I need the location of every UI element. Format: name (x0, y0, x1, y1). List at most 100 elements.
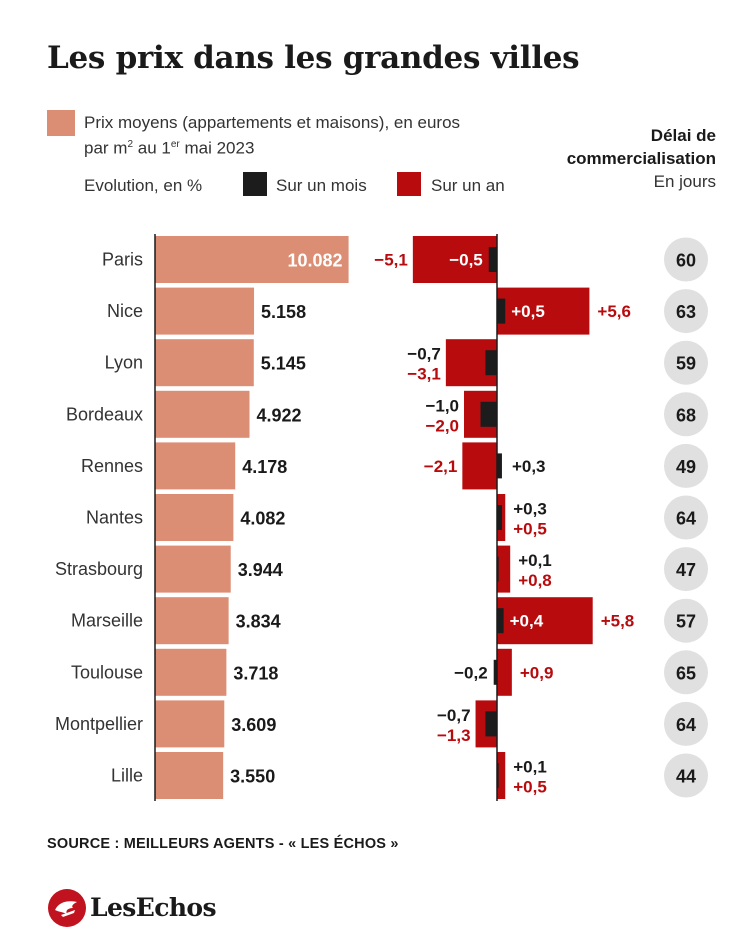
month-change-label: +0,1 (513, 758, 547, 777)
les-echos-logo-icon (48, 889, 86, 927)
delay-value-label: 65 (676, 663, 696, 683)
price-legend-line1: Prix moyens (appartements et maisons), e… (84, 113, 461, 132)
month-change-bar (497, 608, 504, 634)
price-legend-sup-er: er (170, 139, 180, 150)
year-change-label: +0,5 (513, 778, 547, 797)
price-legend-swatch (47, 110, 75, 136)
month-change-bar (497, 505, 502, 530)
price-bar (155, 700, 225, 748)
price-value-label: 5.145 (261, 354, 306, 374)
price-value-label: 3.944 (238, 560, 283, 580)
year-change-bar (412, 236, 497, 283)
price-value-label: 4.922 (257, 405, 302, 425)
year-change-bar (497, 648, 512, 696)
month-legend-swatch (243, 172, 267, 196)
month-change-bar (497, 453, 502, 479)
month-change-label: −0,7 (407, 345, 441, 364)
year-change-label: +5,6 (597, 302, 631, 321)
delay-circle (664, 547, 708, 592)
month-change-bar (480, 401, 497, 427)
delay-value-label: 68 (676, 405, 696, 425)
source-note: SOURCE : MEILLEURS AGENTS - « LES ÉCHOS … (47, 836, 399, 852)
price-bar (155, 287, 255, 335)
month-change-label: +0,1 (518, 551, 552, 570)
month-change-bar (497, 763, 499, 788)
year-change-label: −5,1 (374, 251, 408, 270)
delay-value-label: 44 (676, 767, 696, 787)
delay-circle (664, 392, 708, 437)
price-value-label: 3.834 (236, 612, 281, 632)
year-change-label: +5,8 (601, 612, 635, 631)
chart-title: Les prix dans les grandes villes (47, 40, 580, 76)
category-label: Rennes (81, 456, 143, 476)
price-bar (155, 339, 254, 387)
price-value-label: 4.082 (240, 509, 285, 529)
delay-value-label: 63 (676, 302, 696, 322)
logo-wordmark: LesEchos (90, 893, 217, 922)
year-change-label: +0,5 (513, 520, 547, 539)
month-change-label: +0,4 (510, 612, 544, 631)
price-value-label: 10.082 (288, 251, 343, 271)
price-legend-unit: par m (84, 138, 128, 158)
price-value-label: 3.550 (230, 767, 275, 787)
year-legend-label: Sur un an (431, 176, 505, 195)
price-value-label: 3.609 (231, 715, 276, 735)
delay-circle (664, 443, 708, 488)
price-legend-sup-2: 2 (127, 139, 134, 150)
month-change-label: −0,7 (437, 706, 471, 725)
delay-header: Délai de commercialisation En jours (567, 124, 716, 193)
delay-header-line3: En jours (653, 172, 716, 191)
delay-circle (664, 650, 708, 695)
price-bar (155, 236, 349, 283)
delay-value-label: 64 (676, 509, 696, 529)
year-change-label: +0,9 (520, 663, 554, 682)
month-change-bar (497, 556, 499, 582)
month-change-label: −1,0 (425, 396, 459, 415)
price-legend-date-b: mai 2023 (179, 138, 255, 158)
delay-value-label: 64 (676, 715, 696, 735)
delay-circle (664, 495, 708, 540)
price-bar (155, 648, 227, 696)
year-change-bar (462, 442, 497, 490)
delay-header-line2: commercialisation (566, 149, 716, 168)
year-change-label: +0,8 (518, 571, 552, 590)
delay-value-label: 59 (676, 354, 696, 374)
category-label: Montpellier (55, 714, 143, 734)
month-change-label: +0,5 (511, 302, 545, 321)
delay-circle (664, 237, 708, 282)
price-legend-text: Prix moyens (appartements et maisons), e… (84, 112, 460, 160)
category-label: Paris (102, 250, 143, 270)
category-label: Toulouse (71, 662, 143, 682)
category-label: Nice (107, 301, 143, 321)
delay-value-label: 57 (676, 612, 696, 632)
delay-circle (664, 340, 708, 385)
price-bar (155, 390, 250, 438)
price-bar (155, 597, 229, 645)
delay-circle (664, 701, 708, 746)
price-value-label: 3.718 (233, 663, 278, 683)
year-change-label: −2,0 (425, 416, 459, 435)
month-change-label: −0,5 (449, 251, 483, 270)
month-change-bar (485, 711, 497, 737)
month-change-label: −0,2 (454, 663, 488, 682)
delay-circle (664, 598, 708, 643)
delay-value-label: 47 (676, 560, 696, 580)
month-change-label: +0,3 (513, 500, 547, 519)
year-legend-swatch (397, 172, 421, 196)
category-label: Lyon (105, 353, 143, 373)
price-legend-line2: par m2 au 1er mai 2023 (84, 134, 460, 160)
year-change-bar (497, 597, 593, 645)
year-change-label: −3,1 (407, 365, 441, 384)
month-change-bar (485, 350, 497, 376)
month-change-label: +0,3 (512, 457, 546, 476)
price-bar (155, 494, 234, 541)
category-label: Strasbourg (55, 559, 143, 579)
price-bar (155, 752, 224, 799)
year-change-label: −1,3 (437, 726, 471, 745)
category-label: Bordeaux (66, 404, 143, 424)
delay-circle (664, 289, 708, 334)
year-change-bar (497, 287, 590, 335)
evolution-legend-label: Evolution, en % (84, 176, 203, 195)
category-label: Marseille (71, 611, 143, 631)
